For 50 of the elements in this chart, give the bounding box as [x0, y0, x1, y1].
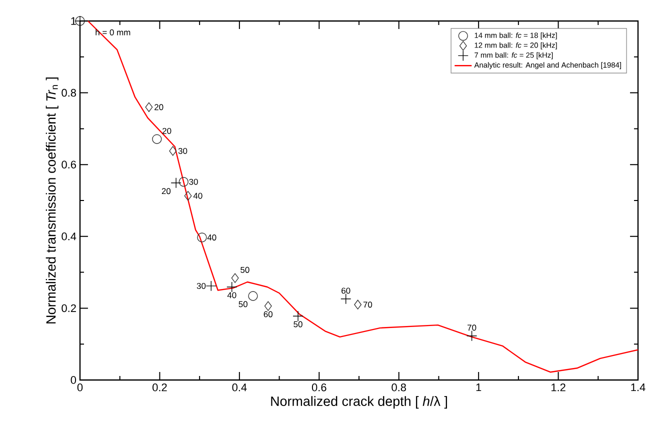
annotation: 40	[193, 192, 202, 199]
y-axis-title: Normalized transmission coefficient [ Tr$_{n}$ ]	[46, 78, 58, 324]
x-tick-label: 1	[476, 384, 482, 392]
point	[354, 300, 362, 310]
point	[169, 146, 177, 156]
annotation: 60	[342, 288, 350, 294]
point	[206, 280, 216, 292]
y-tick-label: 0.2	[62, 304, 76, 312]
annotation: 50	[240, 266, 250, 273]
annotation: h = 0 mm	[96, 29, 130, 36]
annotation: 50	[238, 301, 248, 308]
annotation: 30	[196, 282, 206, 289]
point	[226, 282, 238, 292]
y-tick-label: 1	[71, 17, 76, 25]
point	[152, 134, 162, 144]
annotation: 70	[363, 302, 372, 308]
point	[231, 273, 239, 283]
x-tick-label: 1.2	[552, 384, 566, 392]
annotation: 30	[189, 178, 198, 185]
x-tick-label: 0.8	[392, 384, 406, 392]
x-axis-title: Normalized crack depth [ h/λ ]	[271, 396, 447, 409]
annotation: 60	[264, 311, 272, 318]
annotation: 20	[154, 104, 164, 110]
annotation: 40	[207, 234, 216, 240]
y-tick-label: 0.4	[62, 232, 76, 240]
y-tick-label: 0	[70, 376, 76, 384]
annotation: 30	[178, 148, 188, 154]
point	[340, 294, 352, 304]
annotation: 50	[294, 321, 302, 328]
line-series	[87, 20, 639, 373]
annotation: 70	[468, 324, 476, 331]
x-tick-label: 1.4	[631, 384, 646, 392]
point	[248, 291, 258, 301]
annotation: 40	[227, 292, 236, 298]
point	[170, 178, 182, 188]
annotation: 20	[162, 128, 172, 134]
x-tick-label: 0.6	[312, 384, 326, 392]
y-tick-label: 0.8	[62, 88, 76, 97]
point	[178, 176, 188, 187]
point	[292, 310, 304, 322]
x-tick-label: 0.4	[232, 384, 247, 392]
point	[466, 330, 478, 342]
point	[197, 232, 207, 242]
point	[264, 301, 272, 311]
point	[145, 102, 153, 112]
x-tick-label: 0.2	[152, 384, 167, 392]
y-tick-label: 0.6	[62, 160, 76, 168]
point	[184, 191, 192, 201]
x-tick-label: 0	[77, 384, 83, 392]
annotation: 20	[162, 188, 171, 194]
